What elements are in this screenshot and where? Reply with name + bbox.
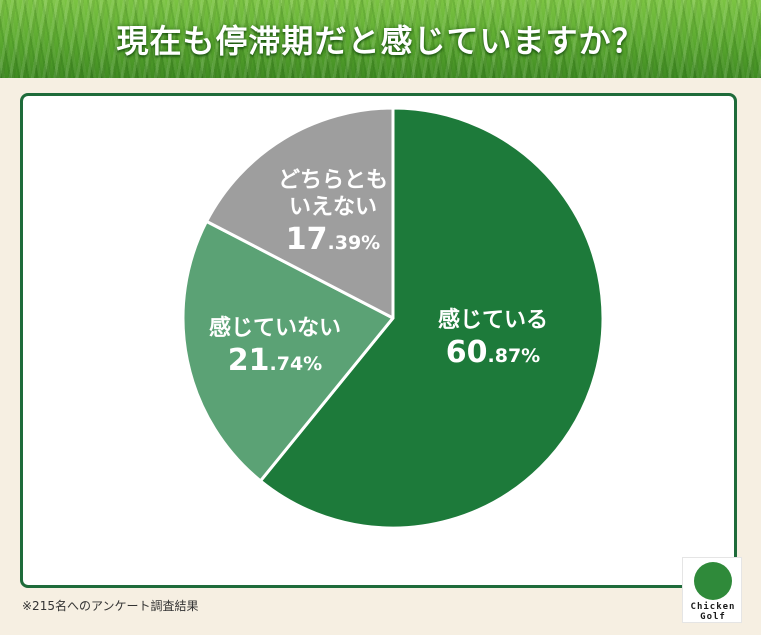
slice-name-line2: いえない — [288, 194, 377, 220]
slice-name: 感じていない — [208, 316, 341, 341]
pie-slice-kanjiteinai — [181, 219, 395, 483]
pie-slice-kanjiteiru — [258, 106, 605, 530]
slice-name: 感じている — [437, 308, 548, 333]
slice-percent: 21.74% — [227, 342, 323, 378]
logo-text-line1: Chicken — [690, 602, 736, 612]
chicken-golf-logo-icon: Chicken Golf — [682, 557, 742, 623]
page-title: 現在も停滞期だと感じていますか？ — [116, 22, 645, 60]
pie-slice-dochiratomo — [205, 106, 395, 320]
header-banner: 現在も停滞期だと感じていますか？ — [0, 0, 761, 78]
slice-label-kanjiteiru: 感じている 60.87% — [418, 308, 568, 371]
slice-percent: 60.87% — [445, 334, 541, 370]
logo-text-line2: Golf — [700, 612, 726, 622]
slice-percent: 17.39% — [285, 221, 381, 257]
logo-circle — [694, 562, 732, 600]
slice-name-line1: どちらとも — [277, 168, 388, 193]
footnote: ※215名へのアンケート調査結果 — [22, 599, 199, 613]
slice-label-kanjiteinai: 感じていない 21.74% — [200, 316, 350, 379]
slice-label-dochiratomo: どちらとも いえない 17.39% — [258, 168, 408, 258]
